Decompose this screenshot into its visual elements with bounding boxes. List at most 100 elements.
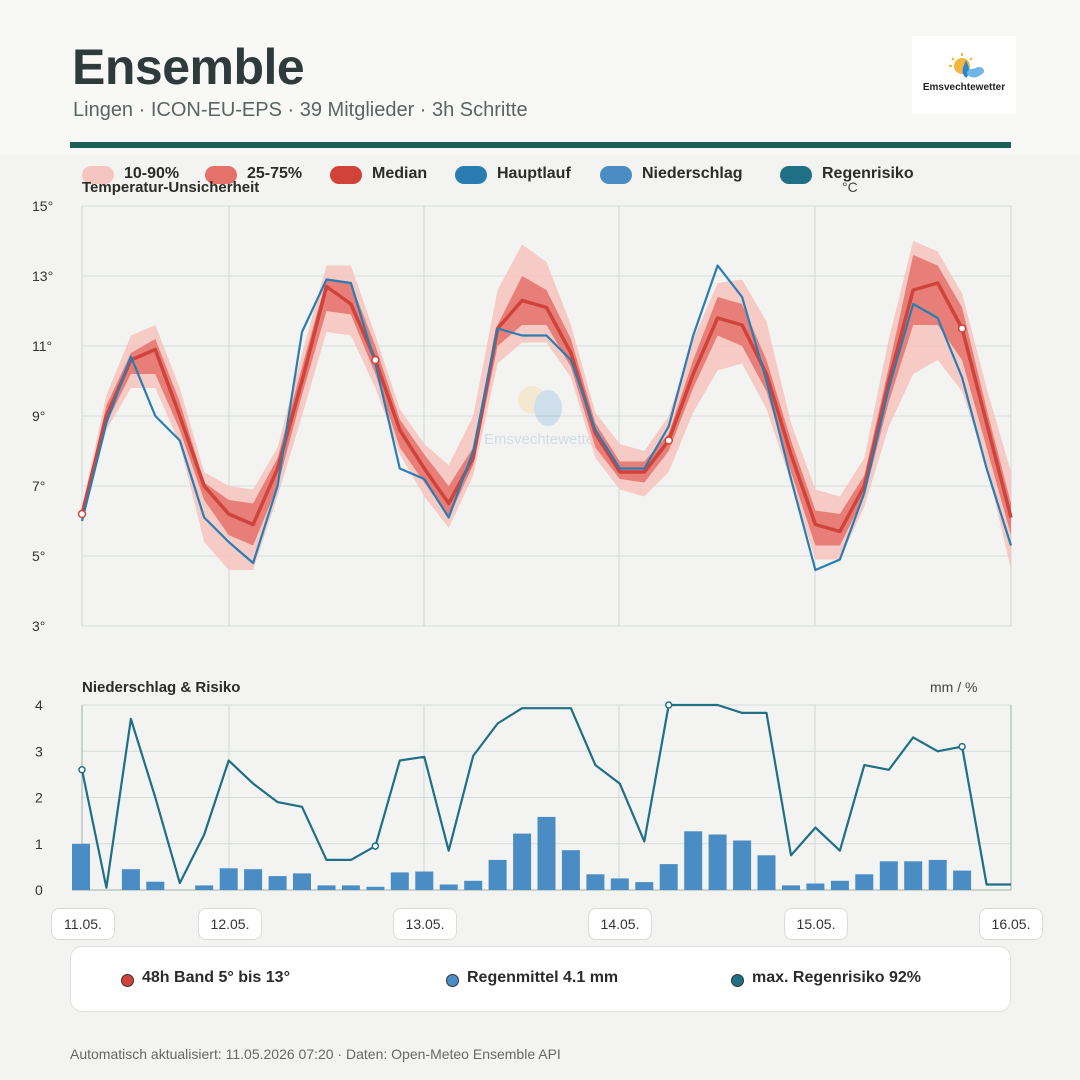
precipitation-bar <box>928 859 947 890</box>
summary-label: Regenmittel 4.1 mm <box>467 969 619 986</box>
precipitation-bar <box>390 872 409 890</box>
precipitation-bar <box>268 876 287 890</box>
precipitation-tick-label: 3 <box>35 743 43 759</box>
precipitation-tick-label: 1 <box>35 836 43 852</box>
precipitation-panel: 0 1 2 3 4 <box>35 697 1012 898</box>
legend-label: Median <box>372 165 428 182</box>
summary-dot <box>446 974 459 987</box>
precipitation-bar <box>439 884 458 890</box>
legend-swatch <box>455 166 487 184</box>
date-label: 14.05. <box>588 908 652 940</box>
temperature-panel-title: Temperatur-Unsicherheit <box>82 179 260 196</box>
temperature-panel: 3° 5° 7° 9° 11° 13° 15° Emsvechtewetter <box>32 198 1013 634</box>
precipitation-bar <box>733 840 752 890</box>
precipitation-bar <box>953 870 972 890</box>
precipitation-tick-label: 2 <box>35 790 43 806</box>
median-marker <box>664 436 673 445</box>
legend-label: 10-90% <box>124 165 180 182</box>
page-subtitle: Lingen · ICON-EU-EPS · 39 Mitglieder · 3… <box>73 99 528 121</box>
precipitation-panel-title: Niederschlag & Risiko <box>82 679 241 696</box>
precipitation-bar <box>684 831 703 890</box>
legend-label: 25-75% <box>247 165 303 182</box>
median-marker <box>77 509 87 519</box>
summary-dot <box>731 974 744 987</box>
legend-swatch <box>330 166 362 184</box>
precipitation-bar <box>855 874 874 890</box>
precipitation-bar <box>708 834 727 890</box>
brand-logo: Emsvechtewetter <box>912 36 1016 114</box>
watermark-drop-icon <box>534 390 562 426</box>
footer-text: Automatisch aktualisiert: 11.05.2026 07:… <box>70 1046 561 1062</box>
regenrisiko-marker <box>78 766 86 774</box>
temperature-tick-label: 5° <box>32 548 45 564</box>
temperature-tick-label: 3° <box>32 618 45 634</box>
precipitation-bar <box>219 868 238 890</box>
logo-text: Emsvechtewetter <box>922 82 1006 93</box>
date-label: 15.05. <box>784 908 848 940</box>
date-label: 12.05. <box>198 908 262 940</box>
precipitation-bar <box>244 869 263 890</box>
precipitation-bar <box>904 861 923 890</box>
legend-label: Niederschlag <box>642 165 743 182</box>
temperature-tick-label: 15° <box>32 198 53 214</box>
date-label: 11.05. <box>51 908 115 940</box>
legend-swatch <box>780 166 812 184</box>
header-rule <box>70 142 1011 148</box>
precipitation-bar <box>195 885 214 890</box>
legend-label: Regenrisiko <box>822 165 914 182</box>
precipitation-bar <box>488 859 507 890</box>
summary-dot <box>121 974 134 987</box>
legend-swatch <box>82 166 114 184</box>
temperature-tick-label: 11° <box>32 338 52 354</box>
hauptlauf-line <box>80 264 1013 572</box>
regenrisiko-line <box>80 703 1011 889</box>
precipitation-bar <box>366 886 385 890</box>
precipitation-bar <box>293 873 311 890</box>
precipitation-unit: mm / % <box>930 679 978 695</box>
precipitation-bar <box>610 878 629 890</box>
precipitation-bar <box>513 833 532 890</box>
date-label: 13.05. <box>393 908 457 940</box>
summary-label: max. Regenrisiko 92% <box>752 969 921 986</box>
median-marker <box>957 324 967 333</box>
temperature-tick-label: 9° <box>32 408 45 424</box>
precipitation-tick-label: 4 <box>35 697 43 713</box>
regenrisiko-marker <box>958 742 966 751</box>
legend-label: Hauptlauf <box>497 165 571 182</box>
precipitation-bar <box>146 881 165 890</box>
precipitation-tick-label: 0 <box>35 882 43 898</box>
median-marker <box>371 355 380 365</box>
precipitation-bar <box>635 882 654 890</box>
precipitation-bar <box>806 883 825 890</box>
legend-swatch <box>600 166 632 184</box>
watermark-sun-icon <box>518 386 546 414</box>
precipitation-bar <box>782 885 800 890</box>
precipitation-bar <box>879 861 898 890</box>
precipitation-bar <box>561 850 580 890</box>
precipitation-bar <box>415 871 434 890</box>
precipitation-bar <box>586 874 605 890</box>
summary-label: 48h Band 5° bis 13° <box>142 969 290 986</box>
precipitation-bar <box>341 885 360 890</box>
temperature-tick-label: 7° <box>32 478 45 494</box>
temperature-tick-label: 13° <box>32 268 53 284</box>
precipitation-bar <box>317 885 336 890</box>
regenrisiko-marker <box>664 701 673 709</box>
legend-swatch <box>205 166 237 184</box>
precipitation-bar <box>121 869 140 890</box>
regenrisiko-marker <box>371 842 380 850</box>
precipitation-bar <box>659 864 678 890</box>
date-label: 16.05. <box>979 908 1043 940</box>
temperature-unit: °C <box>842 179 858 195</box>
watermark-text: Emsvechtewetter <box>484 431 599 448</box>
precipitation-bar <box>757 855 776 890</box>
header-background <box>0 0 1080 155</box>
watermark-logo: Emsvechtewetter <box>484 386 599 448</box>
precipitation-bar <box>537 816 556 890</box>
median-line <box>80 281 1013 534</box>
weather-logo-icon <box>949 53 984 78</box>
precipitation-bar <box>464 880 483 891</box>
summary-box: 48h Band 5° bis 13° Regenmittel 4.1 mm m… <box>70 946 1011 1012</box>
precipitation-bar <box>830 880 849 891</box>
